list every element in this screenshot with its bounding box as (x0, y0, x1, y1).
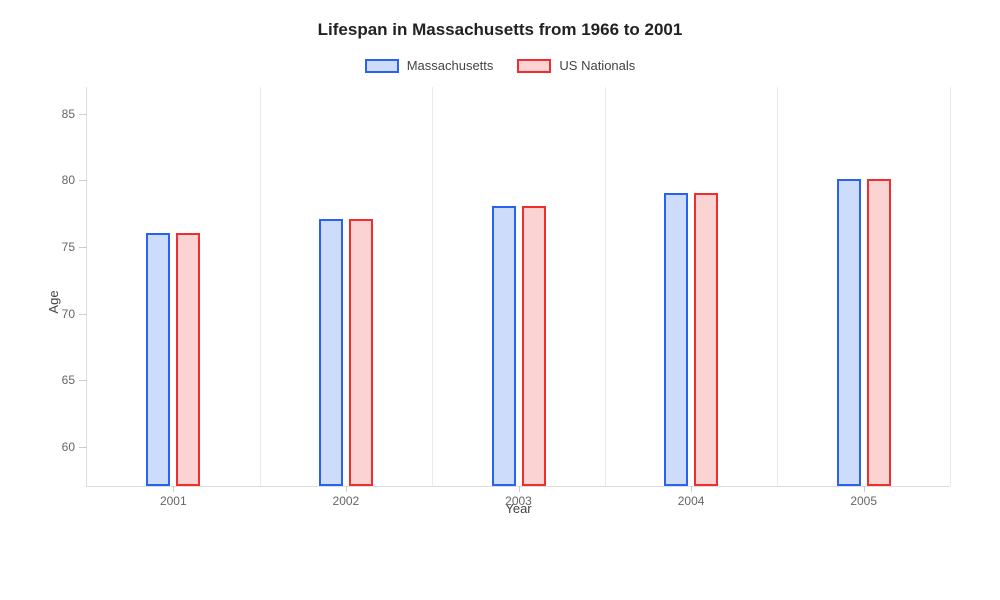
y-axis-label: Age (46, 290, 61, 313)
y-tick-label: 80 (62, 173, 87, 187)
y-tick-label: 70 (62, 307, 87, 321)
gridline (777, 87, 778, 486)
bar (837, 179, 861, 486)
bar (176, 233, 200, 486)
x-tick-label: 2004 (678, 486, 705, 508)
x-tick-label: 2001 (160, 486, 187, 508)
y-tick-label: 85 (62, 107, 87, 121)
legend-swatch (365, 59, 399, 73)
gridline (605, 87, 606, 486)
legend-item: US Nationals (517, 58, 635, 73)
y-tick-label: 60 (62, 440, 87, 454)
plot-area: Year 60657075808520012002200320042005 (86, 87, 950, 487)
y-tick-label: 65 (62, 373, 87, 387)
bar (349, 219, 373, 486)
x-tick-label: 2002 (333, 486, 360, 508)
bars-layer (87, 87, 950, 486)
gridline (432, 87, 433, 486)
bar (492, 206, 516, 486)
gridline (950, 87, 951, 486)
y-tick-label: 75 (62, 240, 87, 254)
legend-item: Massachusetts (365, 58, 494, 73)
gridline (260, 87, 261, 486)
x-tick-label: 2003 (505, 486, 532, 508)
chart-title: Lifespan in Massachusetts from 1966 to 2… (40, 20, 960, 40)
chart-container: Lifespan in Massachusetts from 1966 to 2… (0, 0, 1000, 600)
plot-wrap: Age Year 6065707580852001200220032004200… (86, 87, 950, 517)
legend: Massachusetts US Nationals (40, 58, 960, 73)
legend-swatch (517, 59, 551, 73)
bar (146, 233, 170, 486)
legend-label: Massachusetts (407, 58, 494, 73)
bar (664, 193, 688, 486)
bar (867, 179, 891, 486)
legend-label: US Nationals (559, 58, 635, 73)
x-tick-label: 2005 (850, 486, 877, 508)
bar (694, 193, 718, 486)
bar (319, 219, 343, 486)
bar (522, 206, 546, 486)
